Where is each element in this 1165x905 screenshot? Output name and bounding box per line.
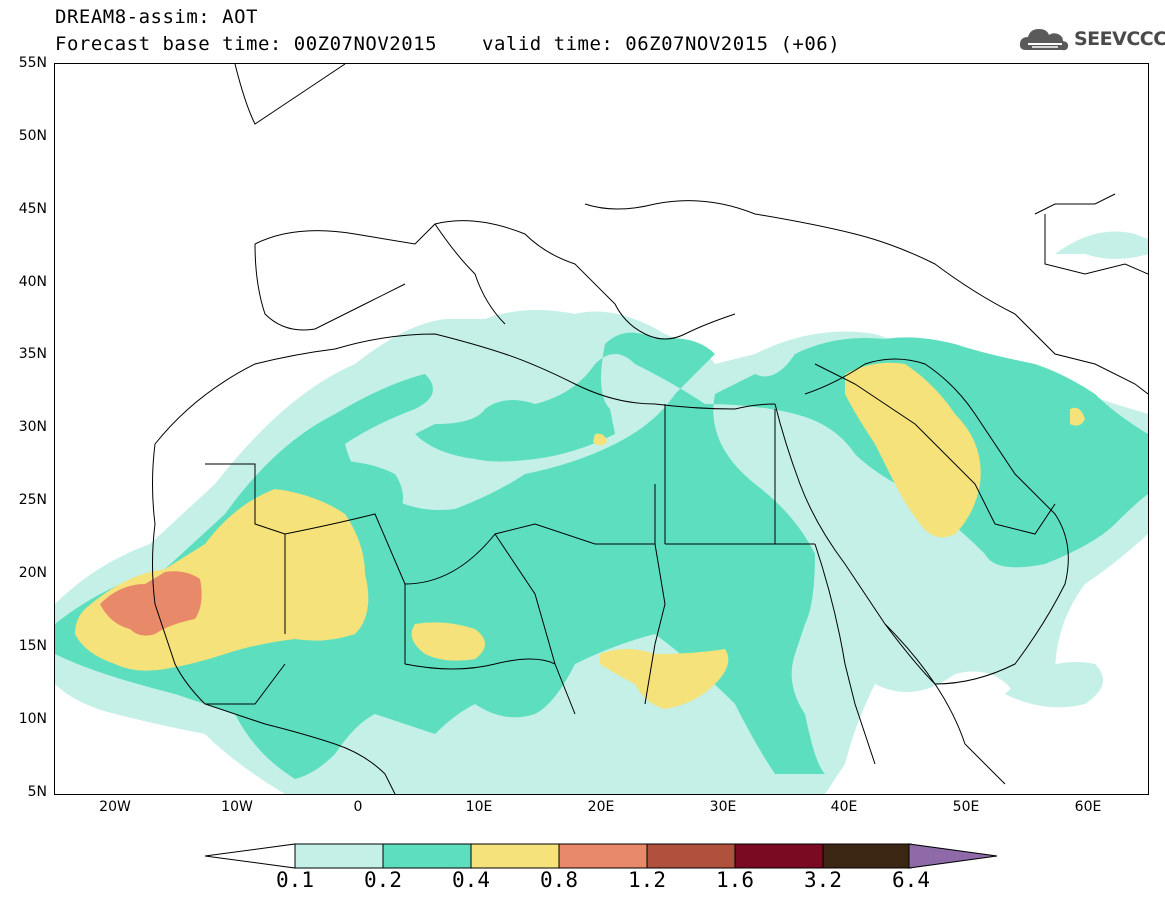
country-borders [152, 64, 1148, 794]
lat-label: 15N [18, 638, 47, 654]
lat-label: 20N [18, 565, 47, 581]
lon-label: 10E [465, 799, 493, 815]
colorbar-segment [822, 843, 912, 869]
colorbar-label: 1.6 [716, 868, 754, 892]
colorbar-label: 0.4 [452, 868, 490, 892]
lat-label: 10N [18, 711, 47, 727]
lat-label: 55N [18, 55, 47, 71]
lat-label: 5N [27, 784, 47, 800]
aot-band-0.8 [100, 571, 202, 636]
lon-label: 40E [830, 799, 858, 815]
colorbar-segment [382, 843, 472, 869]
colorbar-label: 0.2 [364, 868, 402, 892]
lat-label: 45N [18, 201, 47, 217]
colorbar [205, 843, 998, 869]
lon-label: 20E [587, 799, 615, 815]
colorbar-segment [908, 843, 998, 869]
colorbar-label: 0.8 [540, 868, 578, 892]
lat-label: 30N [18, 419, 47, 435]
colorbar-label: 3.2 [804, 868, 842, 892]
colorbar-segment [734, 843, 824, 869]
lon-label: 50E [952, 799, 980, 815]
lon-label: 20W [99, 799, 131, 815]
lat-label: 40N [18, 274, 47, 290]
lon-label: 60E [1074, 799, 1102, 815]
lat-label: 25N [18, 492, 47, 508]
colorbar-segment [205, 843, 296, 869]
colorbar-segment [646, 843, 736, 869]
lat-label: 50N [18, 128, 47, 144]
cloud-icon [1019, 29, 1069, 51]
colorbar-label: 0.1 [276, 868, 314, 892]
aot-map [54, 63, 1149, 795]
forecast-base-time: Forecast base time: 00Z07NOV2015 [55, 33, 438, 55]
lon-label: 0 [353, 799, 363, 815]
colorbar-segment [470, 843, 560, 869]
colorbar-label: 6.4 [892, 868, 930, 892]
logo-text: SEEVCCC [1074, 28, 1165, 50]
lat-label: 35N [18, 346, 47, 362]
seevccc-logo: SEEVCCC [1018, 24, 1165, 54]
valid-time: valid time: 06Z07NOV2015 (+06) [482, 33, 841, 55]
map-title: DREAM8-assim: AOT [55, 6, 258, 28]
colorbar-segment [558, 843, 648, 869]
lon-label: 10W [221, 799, 253, 815]
colorbar-segment [294, 843, 384, 869]
lon-label: 30E [709, 799, 737, 815]
aot-field [55, 64, 1148, 794]
colorbar-label: 1.2 [628, 868, 666, 892]
